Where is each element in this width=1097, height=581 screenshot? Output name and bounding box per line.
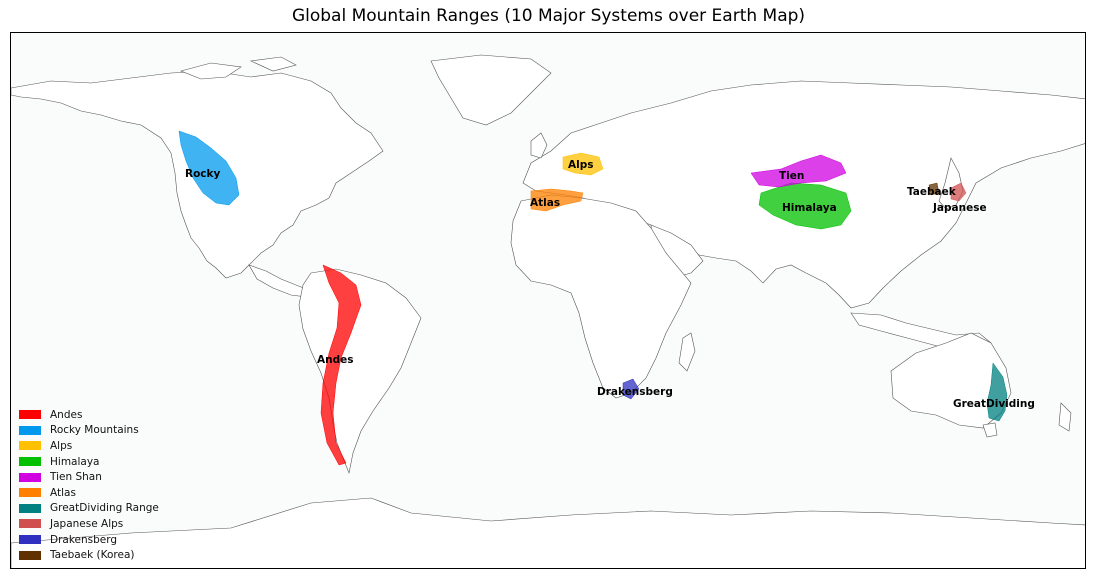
range-area-andes	[320, 264, 362, 466]
legend-swatch	[19, 488, 41, 498]
legend-label: Atlas	[50, 486, 76, 499]
legend-label: Drakensberg	[50, 533, 118, 546]
range-area-rocky	[178, 130, 240, 206]
legend-label: Rocky Mountains	[50, 424, 139, 437]
legend-swatch	[19, 550, 41, 560]
range-label-greatdividing: GreatDividing	[953, 398, 1035, 410]
range-label-taebaek: Taebaek	[907, 186, 957, 198]
range-label-alps: Alps	[568, 159, 594, 171]
range-label-rocky: Rocky	[185, 168, 221, 180]
legend-item-himalaya: Himalaya	[19, 454, 159, 470]
legend-item-rocky: Rocky Mountains	[19, 423, 159, 439]
range-area-taebaek	[928, 182, 940, 196]
legend-item-alps: Alps	[19, 438, 159, 454]
legend: Andes Rocky Mountains Alps Himalaya Tien Sha…	[19, 407, 159, 563]
legend-swatch	[19, 425, 41, 435]
range-label-atlas: Atlas	[530, 197, 560, 209]
range-area-japanese	[950, 182, 967, 202]
british-isles	[530, 132, 548, 159]
legend-swatch	[19, 457, 41, 467]
range-area-alps	[562, 152, 604, 176]
legend-item-greatdividing: GreatDividing Range	[19, 501, 159, 517]
legend-label: Himalaya	[50, 455, 100, 468]
legend-label: Andes	[50, 408, 83, 421]
world-map-canvas: Andes Rocky Alps Himalaya Tien Atlas GreatDivi…	[11, 54, 1085, 568]
range-label-andes: Andes	[317, 354, 354, 366]
legend-label: Japanese Alps	[50, 517, 124, 530]
arctic-islands	[180, 62, 242, 80]
legend-swatch	[19, 535, 41, 545]
legend-label: Alps	[50, 439, 73, 452]
legend-item-japanese: Japanese Alps	[19, 516, 159, 532]
legend-swatch	[19, 519, 41, 529]
range-area-greatdividing	[986, 362, 1008, 422]
legend-item-tienshan: Tien Shan	[19, 469, 159, 485]
legend-label: GreatDividing Range	[50, 502, 159, 515]
continents	[11, 54, 1085, 568]
range-label-tienshan: Tien	[779, 170, 804, 182]
legend-label: Tien Shan	[50, 471, 102, 484]
range-area-tienshan	[750, 154, 847, 188]
world-map: Andes Rocky Alps Himalaya Tien Atlas GreatDivi…	[10, 32, 1086, 569]
new-zealand	[1058, 402, 1072, 432]
legend-swatch	[19, 441, 41, 451]
legend-item-drakensberg: Drakensberg	[19, 532, 159, 548]
mountain-ranges	[178, 130, 1008, 466]
greenland	[430, 54, 552, 126]
legend-label: Taebaek (Korea)	[50, 549, 135, 562]
legend-item-atlas: Atlas	[19, 485, 159, 501]
madagascar	[678, 332, 696, 372]
range-area-himalaya	[758, 182, 852, 230]
range-label-drakensberg: Drakensberg	[597, 386, 673, 398]
legend-swatch	[19, 503, 41, 513]
range-label-himalaya: Himalaya	[782, 202, 837, 214]
legend-swatch	[19, 410, 41, 420]
tasmania	[982, 422, 998, 438]
arctic-islands-2	[249, 56, 297, 72]
range-area-atlas	[530, 188, 584, 212]
range-labels: Andes Rocky Alps Himalaya Tien Atlas GreatDivi…	[185, 159, 1035, 410]
legend-item-taebaek: Taebaek (Korea)	[19, 547, 159, 563]
range-label-japanese: Japanese	[932, 202, 987, 214]
antarctica	[11, 497, 1085, 568]
legend-swatch	[19, 472, 41, 482]
south-america	[298, 268, 422, 475]
range-area-drakensberg	[622, 378, 640, 400]
legend-item-andes: Andes	[19, 407, 159, 423]
map-title: Global Mountain Ranges (10 Major Systems…	[291, 6, 806, 26]
